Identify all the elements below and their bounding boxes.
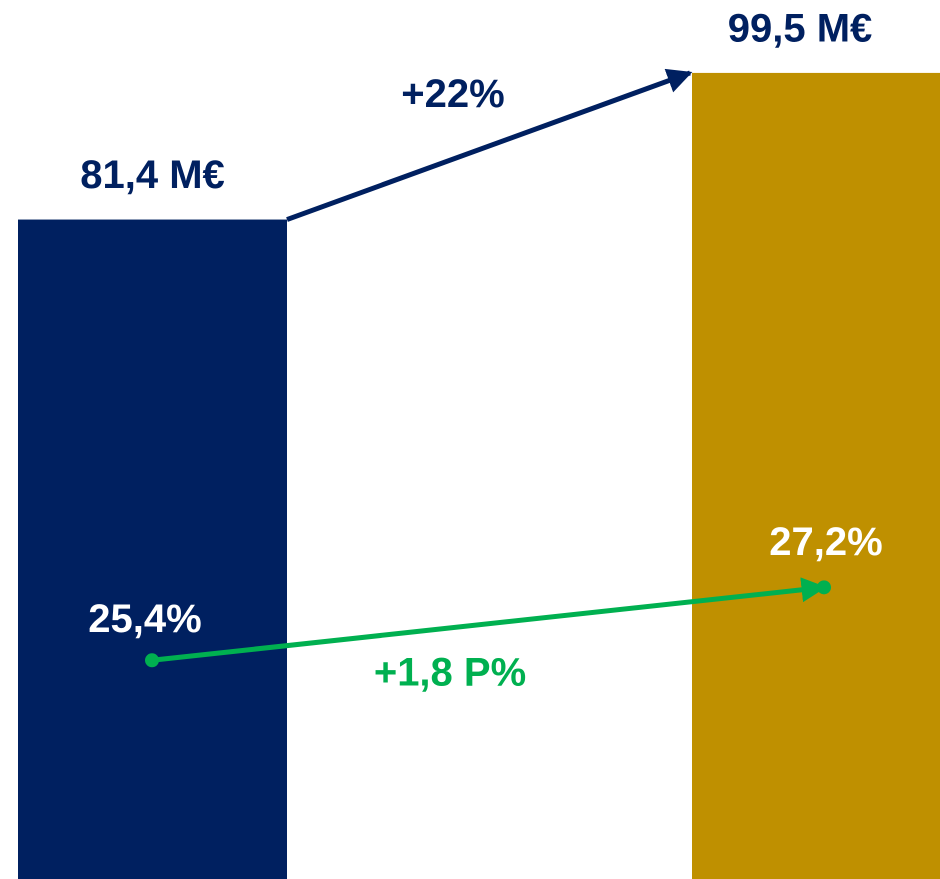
- margin-label: 27,2%: [769, 520, 882, 564]
- margin-line: [151, 577, 827, 663]
- margin-annotation: +1,8 P%: [374, 650, 526, 694]
- bar-value-label: 99,5 M€: [728, 6, 873, 50]
- margin-point: [817, 580, 831, 595]
- bar: [18, 219, 287, 879]
- margin-point: [145, 653, 159, 668]
- growth-arrow: [286, 68, 693, 222]
- growth-annotation: +22%: [401, 72, 504, 116]
- bar: [692, 72, 940, 879]
- bar-value-label: 81,4 M€: [80, 153, 225, 197]
- margin-label: 25,4%: [88, 597, 201, 641]
